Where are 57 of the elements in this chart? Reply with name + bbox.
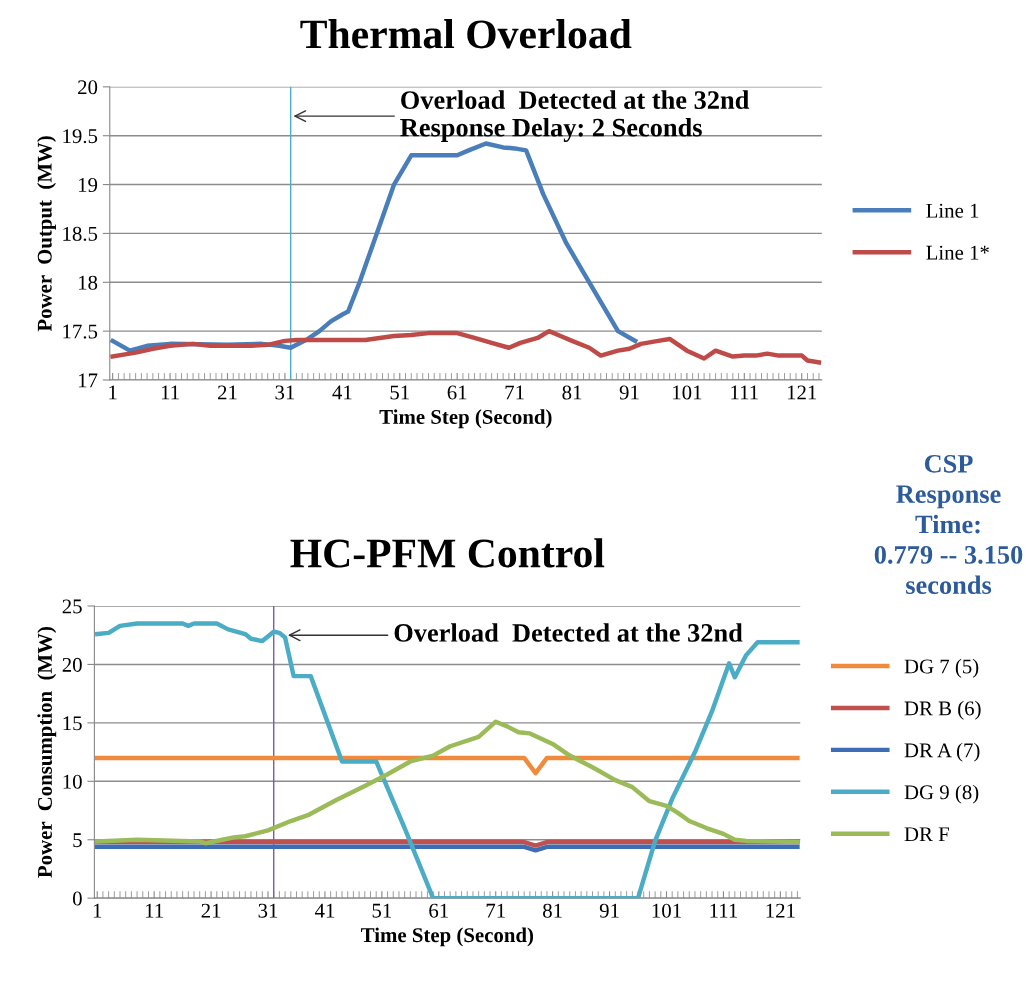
x-tick-label: 1 — [93, 903, 102, 918]
y-tick-label: 0 — [72, 891, 82, 906]
x-axis-title: Time Step (Second) — [379, 409, 552, 429]
legend-label: DG 7 (5) — [904, 658, 979, 678]
y-tick-label: 10 — [63, 774, 82, 789]
x-tick-label: 31 — [258, 903, 278, 918]
x-tick-label: 111 — [710, 903, 738, 918]
text: CSP Response Time: 0.779 -- 3.150 seconds — [874, 454, 1023, 595]
x-tick-label: 71 — [505, 385, 524, 400]
legend-label: DR B (6) — [904, 700, 981, 720]
x-tick-label: 51 — [390, 385, 409, 400]
y-tick-label: 20 — [62, 657, 82, 672]
x-tick-label: 71 — [486, 903, 505, 918]
x-tick-label: 101 — [673, 385, 702, 400]
legend-label: DR F — [904, 827, 949, 842]
chart-title: HC-PFM Control — [290, 538, 605, 568]
x-tick-label: 61 — [429, 903, 448, 918]
x-tick-label: 21 — [201, 903, 221, 918]
x-tick-label: 91 — [619, 385, 639, 400]
legend-label: DG 9 (8) — [904, 784, 979, 804]
x-tick-label: 121 — [787, 385, 817, 400]
x-tick-label: 31 — [275, 385, 295, 400]
y-tick-label: 18.5 — [63, 226, 98, 241]
x-tick-label: 51 — [372, 903, 392, 918]
annotation: Overload Detected at the 32nd — [394, 623, 743, 642]
x-tick-label: 81 — [562, 385, 582, 400]
x-tick-label: 121 — [766, 903, 795, 918]
y-tick-label: 25 — [62, 599, 82, 614]
x-tick-label: 111 — [731, 385, 758, 400]
y-axis-title: Power Consumption (MW) — [37, 627, 57, 878]
legend-label: Line 1 — [926, 203, 979, 218]
x-axis-title: Time Step (Second) — [361, 927, 534, 947]
y-tick-label: 17 — [78, 373, 98, 388]
x-tick-label: 41 — [332, 385, 352, 400]
chart-title: Thermal Overload — [300, 19, 632, 49]
y-tick-label: 19.5 — [63, 129, 98, 144]
y-tick-label: 15 — [63, 716, 82, 731]
y-tick-label: 17.5 — [63, 324, 98, 339]
line-series — [95, 719, 800, 846]
x-tick-label: 61 — [447, 385, 467, 400]
y-tick-label: 20 — [78, 80, 98, 95]
x-tick-label: 41 — [314, 903, 335, 918]
legend-label: Line 1* — [926, 245, 989, 260]
x-tick-label: 11 — [145, 903, 163, 918]
x-tick-label: 101 — [652, 903, 681, 918]
x-tick-label: 11 — [161, 385, 179, 400]
x-tick-label: 1 — [109, 385, 117, 400]
x-tick-label: 81 — [543, 903, 562, 918]
y-tick-label: 18 — [78, 275, 98, 290]
line-series — [110, 328, 822, 365]
x-tick-label: 21 — [218, 385, 237, 400]
y-tick-label: 5 — [73, 833, 82, 848]
x-tick-label: 91 — [599, 903, 619, 918]
y-axis-title: Power Output (MW) — [37, 136, 56, 332]
legend-label: DR A (7) — [904, 742, 980, 762]
annotation: Overload Detected at the 32nd Response Delay: 2 Seconds — [400, 90, 750, 142]
y-tick-label: 19 — [78, 178, 98, 192]
